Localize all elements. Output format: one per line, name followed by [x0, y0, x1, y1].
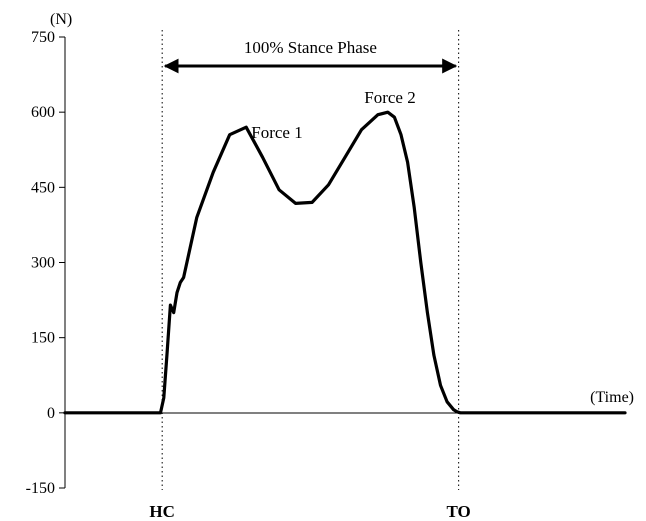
to-label: TO [447, 502, 471, 521]
force-series-line [63, 110, 627, 415]
x-axis-unit: (Time) [590, 389, 634, 406]
y-axis-unit: (N) [50, 11, 72, 28]
y-tick-label: 300 [31, 255, 55, 272]
y-tick-label: 450 [31, 179, 55, 196]
y-tick-label: 600 [31, 104, 55, 121]
stance-phase-label: 100% Stance Phase [244, 38, 377, 57]
y-ticks: 750 600 450 300 150 0 -150 [26, 29, 65, 497]
y-tick-label: 150 [31, 330, 55, 347]
force2-label: Force 2 [364, 88, 415, 107]
hc-label: HC [149, 502, 175, 521]
y-tick-label: 750 [31, 29, 55, 46]
force1-label: Force 1 [251, 123, 302, 142]
y-tick-label: -150 [26, 480, 55, 497]
y-tick-label: 0 [47, 405, 55, 422]
